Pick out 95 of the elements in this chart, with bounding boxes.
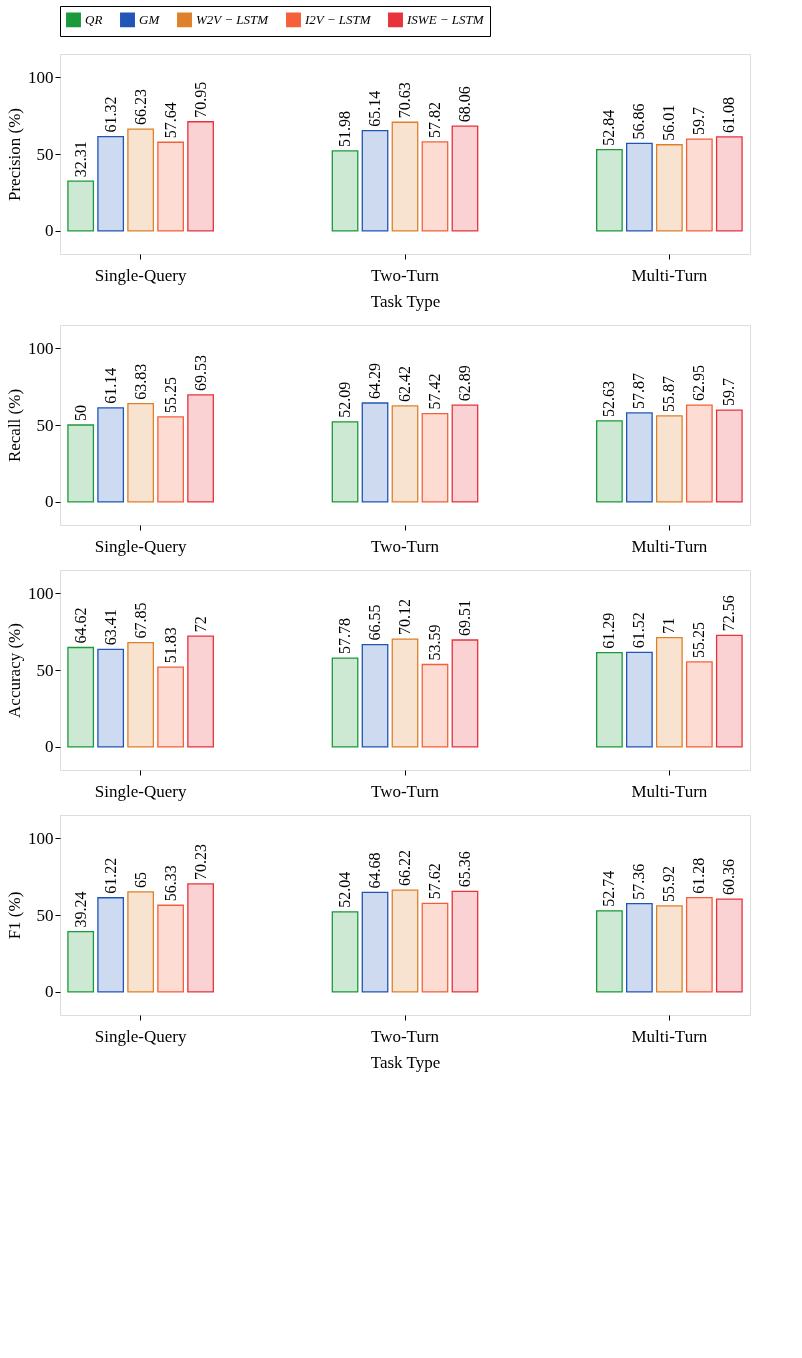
data-label: 61.22 bbox=[101, 857, 119, 894]
legend-label: I2V − LSTM bbox=[304, 11, 372, 27]
data-label: 63.41 bbox=[101, 609, 119, 646]
data-label: 52.63 bbox=[600, 380, 618, 417]
data-label: 70.23 bbox=[191, 843, 209, 880]
data-label: 67.85 bbox=[131, 602, 149, 639]
data-label: 70.63 bbox=[396, 82, 413, 119]
y-axis-title: Recall (%) bbox=[5, 388, 24, 463]
y-axis-title: F1 (%) bbox=[5, 891, 24, 940]
data-label: 52.84 bbox=[600, 109, 618, 146]
x-tick-label: Single-Query bbox=[94, 536, 187, 556]
data-label: 57.87 bbox=[630, 372, 648, 409]
x-tick-label: Multi-Turn bbox=[631, 1026, 708, 1046]
y-tick-label: 50 bbox=[36, 905, 54, 925]
y-tick-label: 100 bbox=[28, 338, 54, 358]
data-label: 61.29 bbox=[600, 612, 618, 649]
data-label: 62.95 bbox=[690, 365, 708, 402]
data-label: 65.36 bbox=[455, 851, 473, 888]
y-tick-label: 100 bbox=[28, 583, 54, 603]
y-tick-label: 0 bbox=[45, 221, 54, 241]
data-label: 32.31 bbox=[71, 141, 89, 178]
data-label: 69.53 bbox=[191, 354, 209, 391]
x-tick-label: Multi-Turn bbox=[631, 781, 708, 801]
y-tick-label: 100 bbox=[28, 828, 54, 848]
data-label: 70.12 bbox=[396, 599, 413, 636]
x-tick-label: Two-Turn bbox=[370, 781, 440, 801]
data-label: 52.04 bbox=[336, 871, 354, 908]
data-label: 65.14 bbox=[366, 90, 384, 127]
data-label: 66.23 bbox=[131, 89, 149, 126]
data-label: 61.08 bbox=[720, 96, 738, 133]
data-label: 51.98 bbox=[336, 110, 354, 147]
x-tick-label: Single-Query bbox=[94, 265, 187, 285]
data-label: 64.62 bbox=[71, 607, 89, 644]
data-label: 55.92 bbox=[660, 865, 678, 902]
data-label: 65 bbox=[131, 871, 149, 888]
data-label: 64.68 bbox=[366, 852, 384, 889]
y-tick-label: 50 bbox=[36, 660, 54, 680]
x-tick-label: Two-Turn bbox=[370, 536, 440, 556]
y-axis-title: Precision (%) bbox=[5, 107, 24, 202]
y-tick-label: 100 bbox=[28, 67, 54, 87]
data-label: 69.51 bbox=[455, 599, 473, 636]
legend-label: ISWE − LSTM bbox=[406, 11, 485, 27]
data-label: 71 bbox=[660, 617, 678, 634]
y-tick-label: 0 bbox=[45, 492, 54, 512]
data-label: 50 bbox=[71, 405, 89, 421]
data-label: 55.87 bbox=[660, 375, 678, 412]
data-label: 52.09 bbox=[336, 381, 354, 418]
x-axis-title: Task Type bbox=[370, 1052, 441, 1072]
y-tick-label: 0 bbox=[45, 982, 54, 1002]
data-label: 61.32 bbox=[101, 96, 119, 133]
data-label: 52.74 bbox=[600, 870, 618, 907]
data-label: 57.64 bbox=[161, 102, 179, 139]
x-tick-label: Two-Turn bbox=[370, 265, 440, 285]
data-label: 66.22 bbox=[396, 850, 413, 887]
data-label: 57.82 bbox=[425, 101, 443, 138]
data-label: 61.28 bbox=[690, 857, 708, 894]
data-label: 72 bbox=[191, 616, 209, 633]
data-label: 57.36 bbox=[630, 863, 648, 900]
data-label: 55.25 bbox=[161, 376, 179, 413]
data-label: 57.62 bbox=[425, 863, 443, 900]
data-label: 53.59 bbox=[425, 624, 443, 661]
data-label: 59.7 bbox=[720, 378, 738, 407]
data-label: 39.24 bbox=[71, 891, 89, 928]
x-tick-label: Multi-Turn bbox=[631, 536, 708, 556]
data-label: 59.7 bbox=[690, 107, 708, 136]
data-label: 56.33 bbox=[161, 865, 179, 902]
data-label: 57.42 bbox=[425, 373, 443, 410]
x-axis-title: Task Type bbox=[370, 291, 441, 311]
data-label: 62.89 bbox=[455, 365, 473, 402]
data-label: 56.01 bbox=[660, 104, 678, 141]
data-label: 70.95 bbox=[191, 81, 209, 118]
data-label: 64.29 bbox=[366, 363, 384, 400]
x-tick-label: Single-Query bbox=[94, 1026, 187, 1046]
data-label: 55.25 bbox=[690, 621, 708, 658]
x-tick-label: Single-Query bbox=[94, 781, 187, 801]
data-label: 56.86 bbox=[630, 103, 648, 140]
data-label: 61.14 bbox=[101, 367, 119, 404]
data-label: 66.55 bbox=[366, 604, 384, 641]
data-label: 62.42 bbox=[396, 365, 413, 402]
data-label: 68.06 bbox=[455, 86, 473, 123]
data-label: 63.83 bbox=[131, 363, 149, 400]
y-tick-label: 50 bbox=[36, 415, 54, 435]
legend-label: W2V − LSTM bbox=[196, 11, 270, 27]
legend-label: QR bbox=[85, 11, 103, 27]
x-tick-label: Multi-Turn bbox=[631, 265, 708, 285]
data-label: 61.52 bbox=[630, 612, 648, 649]
y-tick-label: 0 bbox=[45, 737, 54, 757]
legend-label: GM bbox=[139, 11, 161, 27]
y-axis-title: Accuracy (%) bbox=[5, 623, 24, 718]
data-label: 72.56 bbox=[720, 595, 738, 632]
data-label: 51.83 bbox=[161, 627, 179, 664]
y-tick-label: 50 bbox=[36, 144, 54, 164]
data-label: 57.78 bbox=[336, 618, 354, 655]
data-label: 60.36 bbox=[720, 859, 738, 896]
x-tick-label: Two-Turn bbox=[370, 1026, 440, 1046]
